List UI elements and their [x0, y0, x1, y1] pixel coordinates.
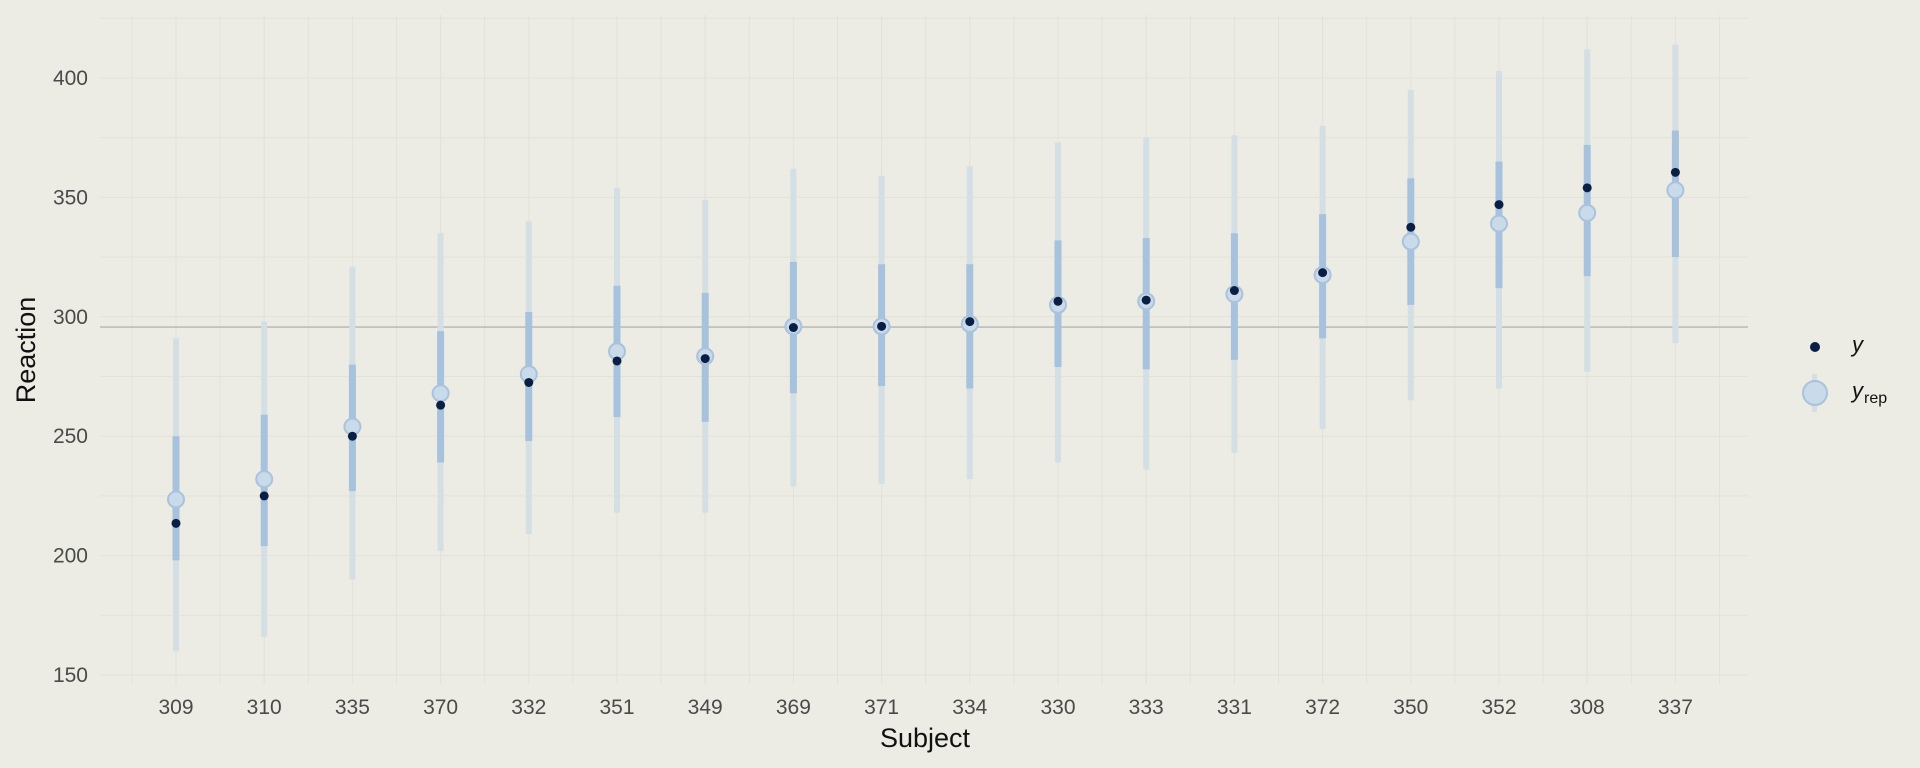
yrep-point — [1666, 181, 1685, 200]
yrep-point — [255, 470, 274, 489]
legend: y yrep — [1802, 332, 1887, 412]
x-tick-label: 333 — [1129, 696, 1164, 719]
y-point — [965, 317, 975, 327]
x-tick-label: 330 — [1040, 696, 1075, 719]
y-point — [612, 356, 622, 366]
x-tick-label: 310 — [247, 696, 282, 719]
x-tick-label: 372 — [1305, 696, 1340, 719]
y-point — [524, 377, 534, 387]
yrep-point — [1490, 214, 1508, 233]
legend-yrep-label: yrep — [1850, 378, 1887, 407]
y-points-layer — [171, 167, 1680, 528]
y-point — [1670, 167, 1680, 177]
legend-y-marker — [1810, 342, 1820, 352]
y-point — [1582, 183, 1592, 193]
x-axis-ticks: 309 310 335 370 332 351 349 369 371 334 330 333 331 3… — [158, 696, 1692, 719]
y-tick-label: 250 — [53, 425, 88, 448]
y-point — [171, 518, 181, 528]
yrep-point — [431, 384, 450, 403]
x-tick-label: 370 — [423, 696, 458, 719]
y-point — [1141, 295, 1151, 305]
x-axis-title: Subject — [880, 723, 971, 753]
x-tick-label: 352 — [1481, 696, 1516, 719]
y-point — [1494, 200, 1504, 210]
y-tick-label: 200 — [53, 545, 88, 568]
y-point — [788, 323, 798, 333]
y-point — [259, 491, 269, 501]
y-point — [1318, 268, 1328, 278]
x-tick-label: 308 — [1570, 696, 1605, 719]
x-tick-label: 369 — [776, 696, 811, 719]
legend-yrep-marker — [1802, 380, 1828, 406]
y-tick-label: 400 — [53, 67, 88, 90]
y-tick-label: 150 — [53, 664, 88, 687]
y-point — [436, 400, 446, 410]
legend-y-label: y — [1850, 332, 1865, 357]
x-tick-label: 337 — [1658, 696, 1693, 719]
x-tick-label: 309 — [158, 696, 193, 719]
x-tick-label: 331 — [1217, 696, 1252, 719]
x-tick-label: 335 — [335, 696, 370, 719]
y-point — [1053, 296, 1063, 306]
y-point — [1406, 222, 1416, 232]
yrep-point — [1401, 232, 1420, 251]
yrep-point — [1578, 203, 1597, 222]
x-tick-label: 350 — [1393, 696, 1428, 719]
y-axis-ticks: 150 200 250 300 350 400 — [53, 67, 88, 687]
x-tick-label: 371 — [864, 696, 899, 719]
x-tick-label: 351 — [599, 696, 634, 719]
x-tick-label: 334 — [952, 696, 987, 719]
y-point — [700, 354, 710, 364]
x-tick-label: 349 — [688, 696, 723, 719]
y-point — [347, 431, 357, 441]
y-point — [1229, 286, 1239, 296]
yrep-point — [167, 490, 185, 509]
y-tick-label: 350 — [53, 186, 88, 209]
y-tick-label: 300 — [53, 306, 88, 329]
y-point — [877, 321, 887, 331]
x-tick-label: 332 — [511, 696, 546, 719]
y-axis-title: Reaction — [11, 297, 41, 404]
